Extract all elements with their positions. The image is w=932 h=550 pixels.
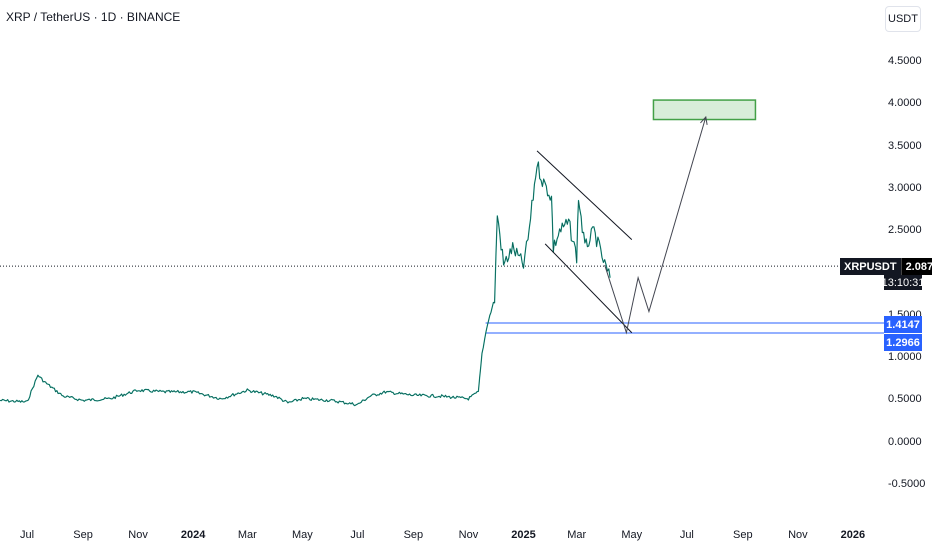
x-tick-label: Nov xyxy=(128,529,148,541)
y-tick-label: 0.0000 xyxy=(888,435,922,448)
x-tick-label: Jul xyxy=(20,529,35,541)
x-tick-label: 2025 xyxy=(511,529,536,541)
y-tick-label: 3.5000 xyxy=(888,139,922,152)
currency-unit-button[interactable]: USDT xyxy=(885,6,921,32)
candle-countdown: 13:10:31 xyxy=(881,275,925,290)
price-line-shadow xyxy=(0,161,611,406)
wedge-upper-line xyxy=(536,150,633,241)
x-tick-label: 2024 xyxy=(180,529,206,541)
y-tick-label: 4.5000 xyxy=(888,55,922,67)
wedge-pattern-group xyxy=(536,150,633,334)
support-level-tag-upper: 1.4147 xyxy=(884,316,922,333)
y-tick-label: 0.5000 xyxy=(888,393,922,406)
wedge-lower-line xyxy=(544,243,633,334)
x-tick-label: May xyxy=(291,529,313,541)
support-level-tag-lower: 1.2966 xyxy=(884,334,922,351)
x-tick-label: Sep xyxy=(73,529,93,541)
y-tick-label: 2.5000 xyxy=(888,224,922,237)
price-series-group xyxy=(0,161,611,407)
support-lines-group xyxy=(485,322,884,334)
x-tick-label: Jul xyxy=(350,529,365,541)
x-tick-label: Sep xyxy=(403,529,424,541)
current-price-tag: XRPUSDT 2.0874 xyxy=(840,258,932,275)
y-tick-label: 1.0000 xyxy=(888,351,922,364)
x-tick-label: 2026 xyxy=(840,529,866,541)
x-tick-label: Jul xyxy=(679,529,694,541)
projection-path xyxy=(604,116,707,335)
x-tick-label: Sep xyxy=(733,529,753,541)
x-tick-label: Nov xyxy=(788,529,808,541)
price-line xyxy=(0,161,611,407)
target-zone xyxy=(652,99,757,121)
x-tick-label: Nov xyxy=(458,529,479,541)
x-tick-label: Mar xyxy=(567,529,587,541)
y-tick-label: -0.5000 xyxy=(888,478,926,490)
projection-group xyxy=(604,115,708,335)
symbol-label: XRPUSDT xyxy=(840,258,901,275)
x-tick-label: May xyxy=(621,529,643,541)
target-zone-group xyxy=(652,99,757,121)
chart-title: XRP / TetherUS · 1D · BINANCE xyxy=(6,10,181,24)
x-tick-label: Mar xyxy=(237,529,257,541)
current-price-value: 2.0874 xyxy=(900,258,932,275)
projection-arrowhead xyxy=(700,115,708,125)
y-tick-label: 4.0000 xyxy=(888,97,922,110)
y-tick-label: 3.0000 xyxy=(888,181,922,194)
